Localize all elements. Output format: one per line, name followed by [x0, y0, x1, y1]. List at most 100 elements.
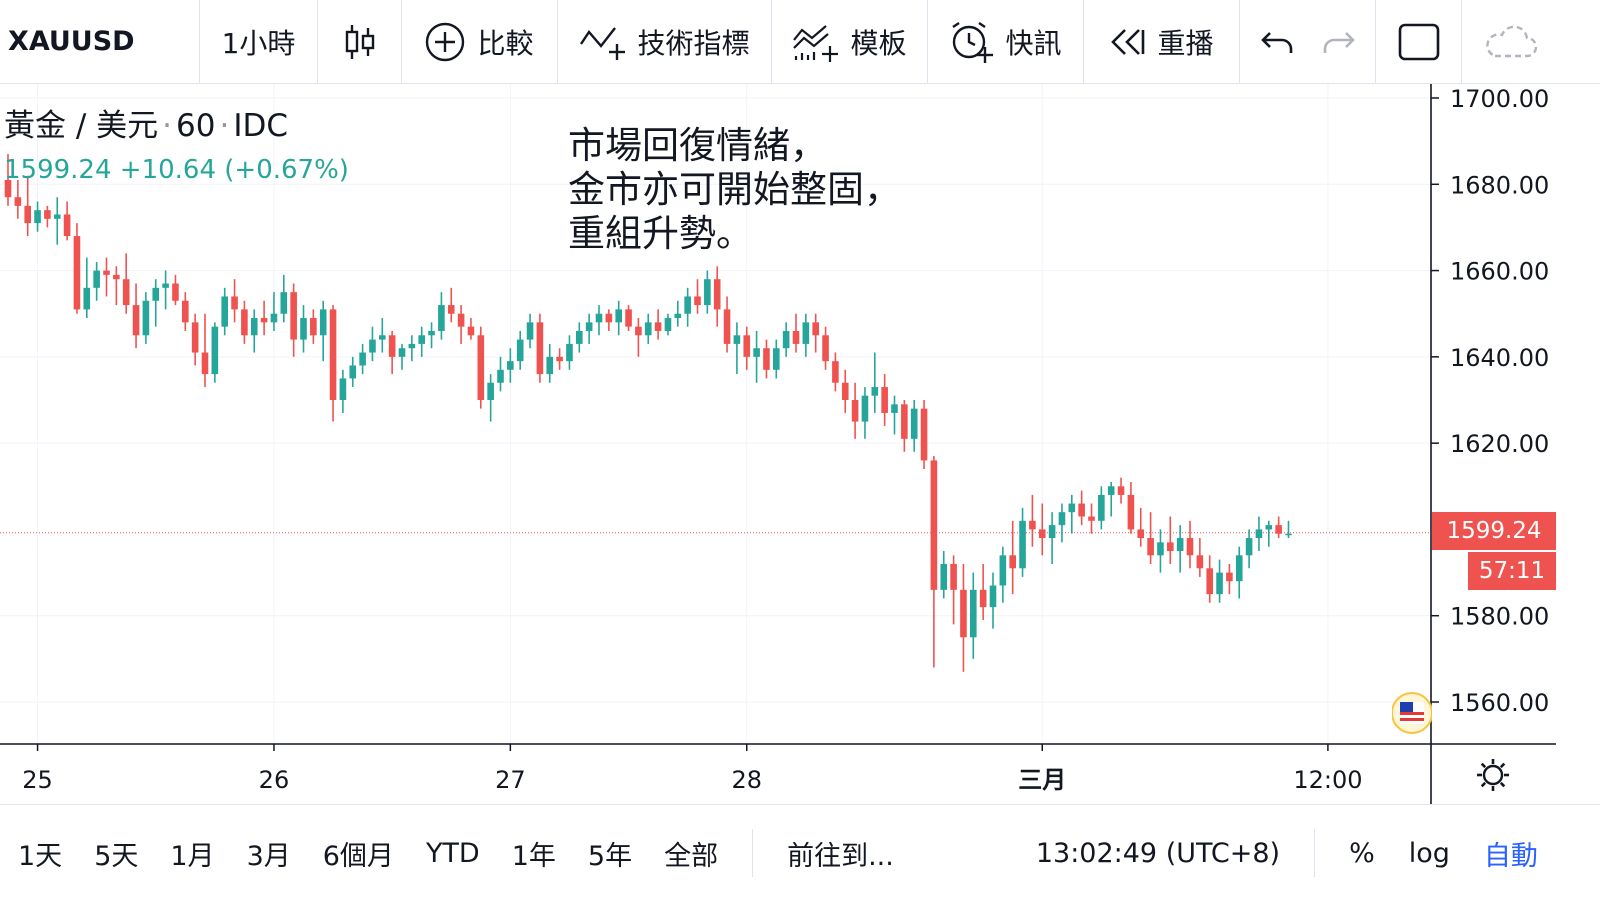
range-all-button[interactable]: 全部 — [664, 840, 719, 872]
candle-body — [467, 326, 475, 336]
candle-body — [221, 296, 228, 327]
candle-body — [1088, 516, 1095, 521]
candle-body — [53, 214, 61, 219]
settings-gear-icon[interactable] — [1476, 758, 1510, 792]
candle-body — [763, 348, 770, 370]
candle-body — [871, 387, 879, 396]
candle-body — [930, 460, 938, 590]
candle-body — [1196, 555, 1204, 569]
legend-interval: 60 — [176, 108, 216, 144]
goto-date-button[interactable]: 前往到... — [787, 840, 894, 872]
candle-body — [241, 309, 248, 336]
candle-body — [851, 400, 859, 422]
templates-label: 模板 — [850, 26, 907, 60]
candle-body — [113, 274, 120, 280]
undo-icon[interactable] — [1260, 29, 1294, 55]
legend-change: +10.64 — [119, 155, 217, 185]
candle-body — [782, 330, 790, 349]
candle-body — [615, 309, 622, 323]
candle-body — [1019, 520, 1026, 569]
candle-body — [861, 395, 869, 422]
chart-type-button[interactable] — [318, 0, 402, 83]
candle-body — [753, 348, 760, 357]
candle-body — [585, 322, 593, 331]
candle-body — [1226, 572, 1233, 582]
fullscreen-button[interactable] — [1376, 0, 1462, 83]
templates-icon — [793, 24, 839, 62]
candle-body — [1117, 486, 1125, 495]
candle-body — [1038, 529, 1046, 539]
price-chart[interactable]: 1700.00 1680.00 1660.00 1640.00 1620.00 1580.… — [0, 84, 1600, 804]
redo-icon[interactable] — [1322, 29, 1356, 55]
candle-body — [556, 356, 563, 362]
candle-body — [369, 339, 376, 353]
candle-body — [1216, 572, 1223, 595]
candle-body — [457, 313, 465, 327]
candle-body — [398, 348, 406, 357]
indicator-line-icon — [580, 26, 626, 60]
candle-body — [773, 348, 780, 370]
candle-body — [428, 330, 435, 336]
indicators-button[interactable]: 技術指標 — [558, 0, 772, 83]
x-axis-label: 三月 — [1018, 766, 1066, 794]
range-1m-button[interactable]: 1月 — [170, 840, 215, 872]
chart-annotation[interactable]: 市場回復情緒， 金市亦可開始整固， 重組升勢。 — [568, 124, 901, 256]
range-6m-button[interactable]: 6個月 — [322, 840, 394, 872]
candle-body — [950, 563, 957, 590]
y-axis-label: 1700.00 — [1450, 85, 1549, 113]
candle-body — [14, 197, 22, 206]
candle-body — [260, 318, 268, 323]
log-scale-toggle[interactable]: log — [1408, 837, 1450, 869]
candle-body — [625, 309, 632, 327]
candle-body — [270, 313, 278, 323]
candle-body — [979, 589, 987, 608]
candle-body — [743, 335, 751, 357]
square-icon — [1398, 23, 1439, 60]
clock-timezone[interactable]: 13:02:49 (UTC+8) — [1035, 837, 1281, 869]
alerts-button[interactable]: 快訊 — [928, 0, 1084, 83]
candle-body — [447, 305, 455, 314]
candle-body — [901, 404, 908, 439]
range-5d-button[interactable]: 5天 — [94, 840, 139, 872]
x-axis-label: 28 — [731, 766, 762, 794]
candle-body — [438, 305, 445, 331]
candle-body — [497, 369, 504, 383]
candle-body — [891, 404, 898, 413]
cloud-save-button[interactable] — [1462, 0, 1560, 83]
candle-body — [1157, 542, 1164, 556]
x-axis-label: 26 — [259, 766, 290, 794]
legend-change-pct: (+0.67%) — [224, 155, 349, 185]
templates-button[interactable]: 模板 — [772, 0, 928, 83]
candle-body — [723, 309, 731, 344]
candle-body — [920, 408, 928, 461]
auto-scale-toggle[interactable]: 自動 — [1483, 840, 1538, 872]
candle-body — [595, 313, 603, 323]
candles-icon — [345, 24, 374, 59]
candle-body — [999, 555, 1007, 586]
candle-body — [388, 335, 396, 357]
legend-last-price: 1599.24 — [4, 155, 112, 185]
candle-body — [24, 205, 31, 224]
symbol-search-button[interactable]: XAUUSD — [0, 0, 200, 83]
range-1y-button[interactable]: 1年 — [511, 840, 556, 872]
compare-button[interactable]: 比較 — [402, 0, 558, 83]
candle-body — [1265, 525, 1273, 530]
candle-body — [664, 318, 672, 331]
annotation-line: 重組升勢。 — [568, 212, 753, 255]
range-5y-button[interactable]: 5年 — [587, 840, 633, 872]
range-ytd-button[interactable]: YTD — [425, 837, 480, 869]
interval-label: 1小時 — [221, 26, 296, 60]
candle-body — [1245, 538, 1253, 556]
range-3m-button[interactable]: 3月 — [246, 840, 291, 872]
candle-body — [1048, 525, 1056, 539]
candle-body — [418, 335, 425, 344]
interval-button[interactable]: 1小時 — [200, 0, 318, 83]
candle-body — [44, 210, 51, 219]
replay-button[interactable]: 重播 — [1084, 0, 1240, 83]
us-flag-event-icon[interactable] — [1392, 688, 1432, 738]
candle-body — [1235, 555, 1243, 582]
range-1d-button[interactable]: 1天 — [18, 840, 63, 872]
percent-scale-toggle[interactable]: % — [1349, 837, 1375, 869]
candle-body — [1107, 486, 1115, 495]
candle-body — [300, 318, 307, 340]
